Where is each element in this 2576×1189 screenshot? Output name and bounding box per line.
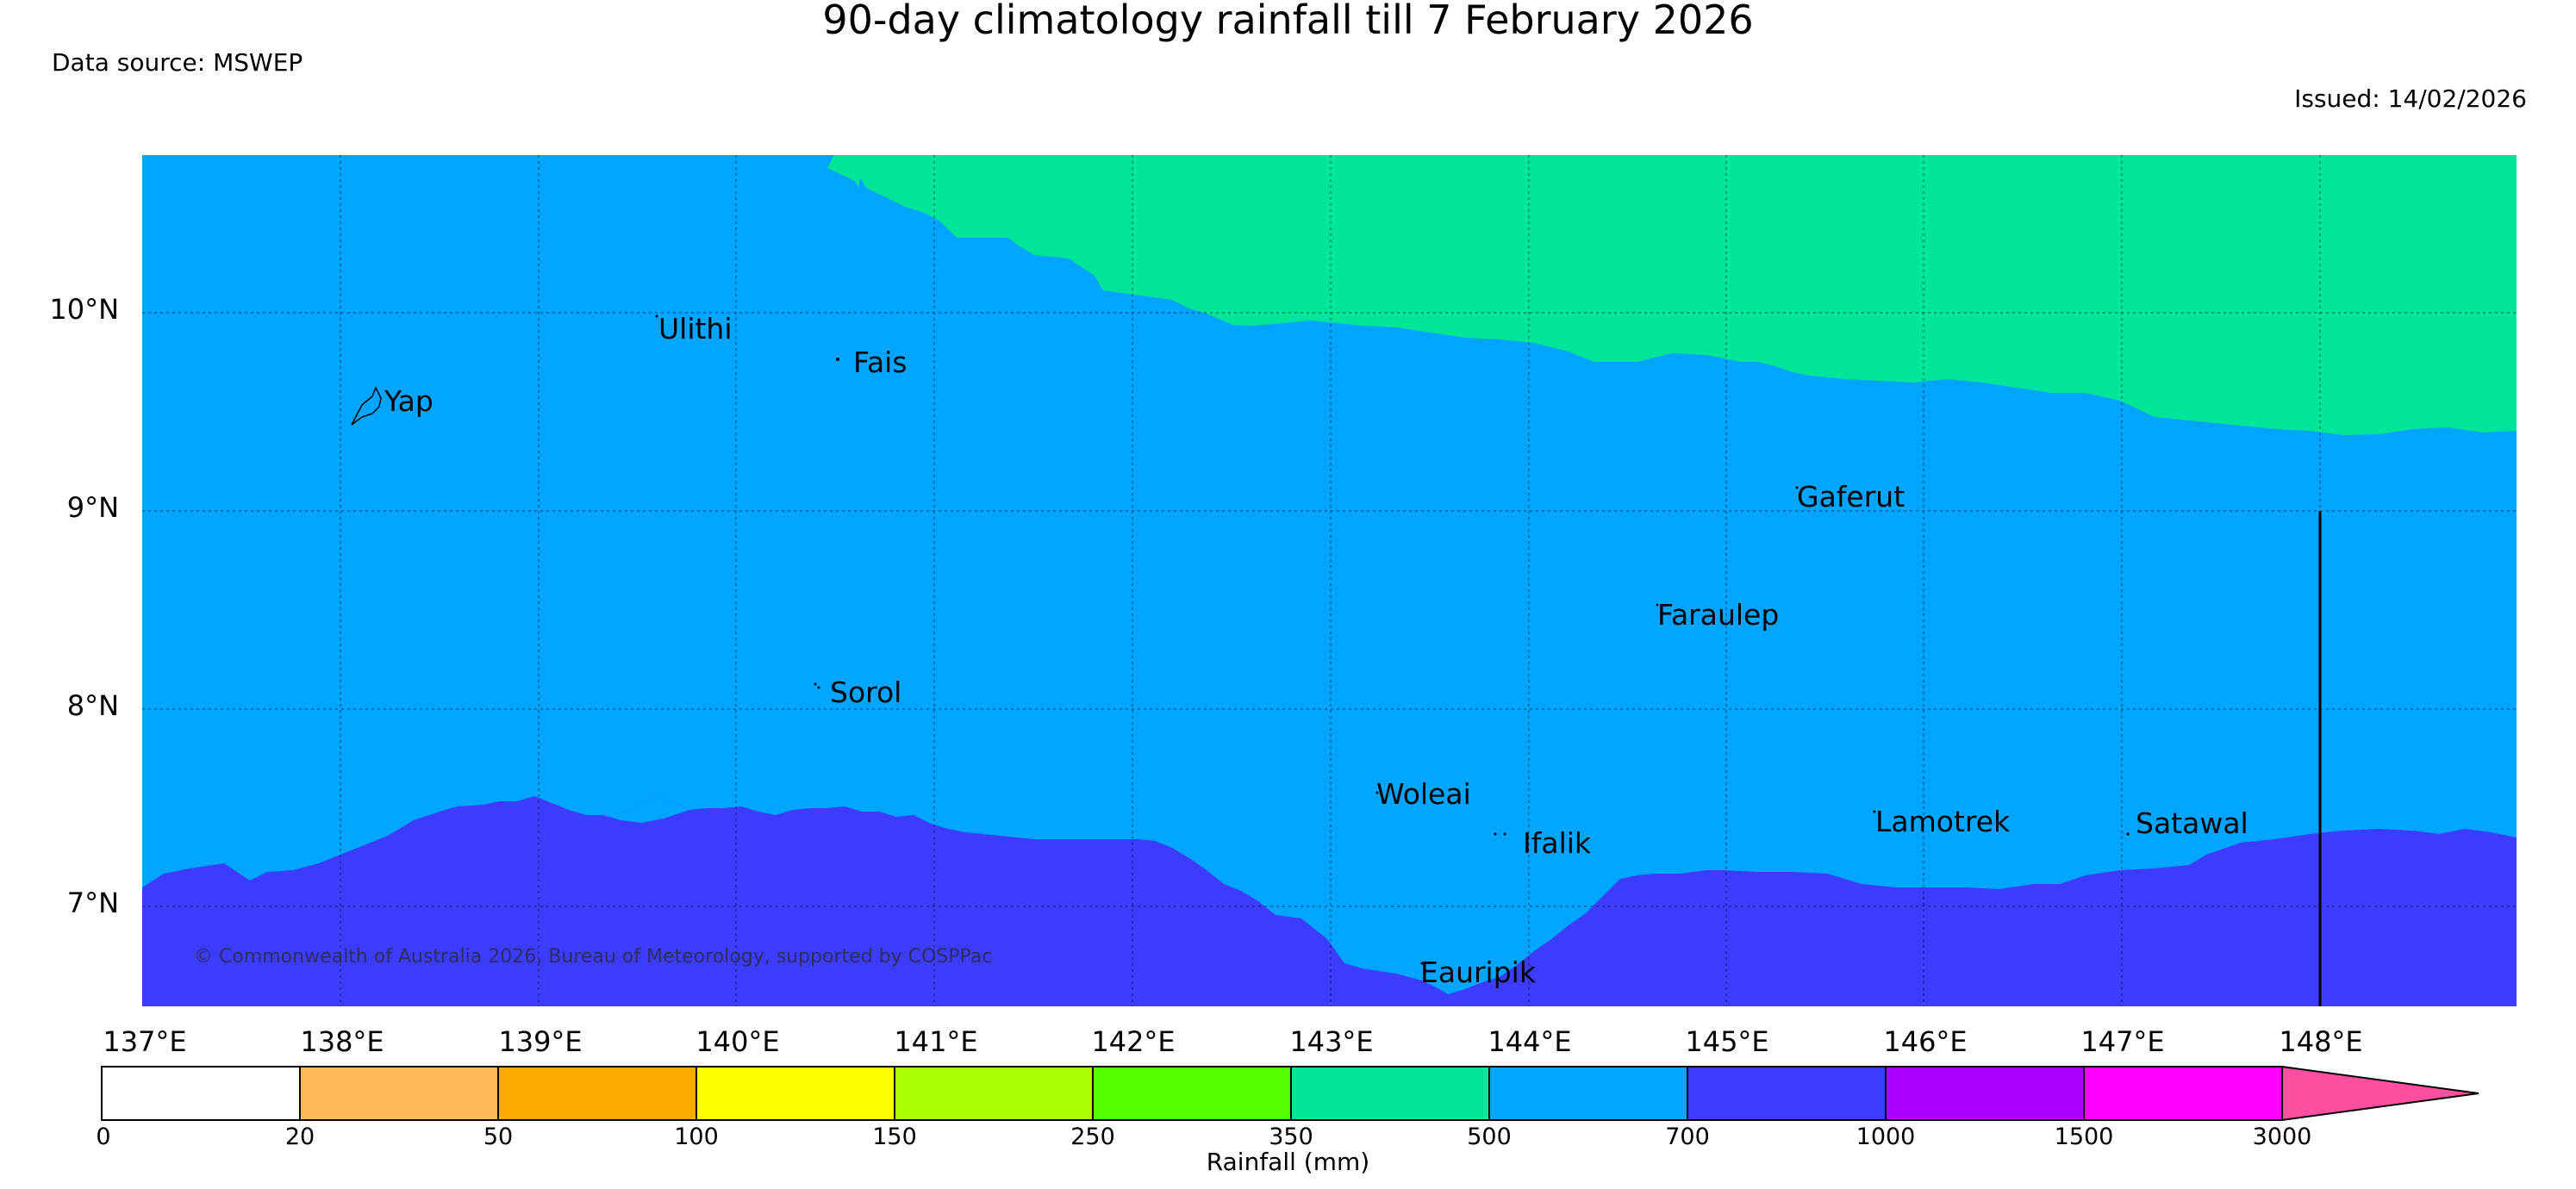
legend-tick-3000: 3000 [2252,1124,2312,1150]
legend-tick-250: 250 [1070,1124,1115,1150]
legend-tick-1500: 1500 [2054,1124,2114,1150]
legend-tick-350: 350 [1269,1124,1313,1150]
place-fais: Fais [853,345,908,379]
lon-label-144e: 144°E [1488,1025,1572,1058]
lat-label-10n: 10°N [49,293,119,326]
lon-label-142e: 142°E [1091,1025,1176,1058]
issued-date: Issued: 14/02/2026 [2294,84,2527,113]
place-sorol: Sorol [830,675,902,709]
lon-label-140e: 140°E [695,1025,780,1058]
copyright-notice: © Commonwealth of Australia 2026, Bureau… [194,946,993,968]
lon-label-141e: 141°E [894,1025,978,1058]
legend-tick-1000: 1000 [1856,1124,1916,1150]
lon-label-138e: 138°E [300,1025,384,1058]
legend-tick-0: 0 [96,1124,111,1150]
place-ulithi: Ulithi [658,312,733,345]
place-lamotrek: Lamotrek [1875,805,2011,838]
lon-label-147e: 147°E [2080,1025,2165,1058]
place-eauripik: Eauripik [1420,956,1536,989]
place-faraulep: Faraulep [1657,598,1780,632]
lon-label-143e: 143°E [1289,1025,1374,1058]
legend-tick-100: 100 [674,1124,719,1150]
legend-tick-500: 500 [1467,1124,1512,1150]
lon-label-146e: 146°E [1883,1025,1968,1058]
legend-title: Rainfall (mm) [1206,1148,1370,1176]
place-ifalik: Ifalik [1523,826,1592,860]
legend-tick-50: 50 [483,1124,514,1150]
lat-label-8n: 8°N [66,689,119,722]
lat-label-9n: 9°N [66,491,119,524]
colorbar [101,1065,2479,1122]
legend-tick-700: 700 [1665,1124,1710,1150]
lon-label-148e: 148°E [2279,1025,2363,1058]
place-woleai: Woleai [1376,777,1471,811]
legend-tick-20: 20 [284,1124,315,1150]
lat-label-7n: 7°N [66,887,119,919]
place-satawal: Satawal [2136,806,2249,840]
lon-label-137e: 137°E [103,1025,187,1058]
legend-tick-150: 150 [872,1124,917,1150]
band-350-500 [827,155,2517,435]
place-gaferut: Gaferut [1797,480,1905,514]
data-source: Data source: MSWEP [52,48,303,77]
map-title: 90-day climatology rainfall till 7 Febru… [822,0,1754,43]
place-yap: Yap [384,384,433,418]
lon-label-139e: 139°E [498,1025,583,1058]
lon-label-145e: 145°E [1685,1025,1769,1058]
yap-island [351,386,382,426]
